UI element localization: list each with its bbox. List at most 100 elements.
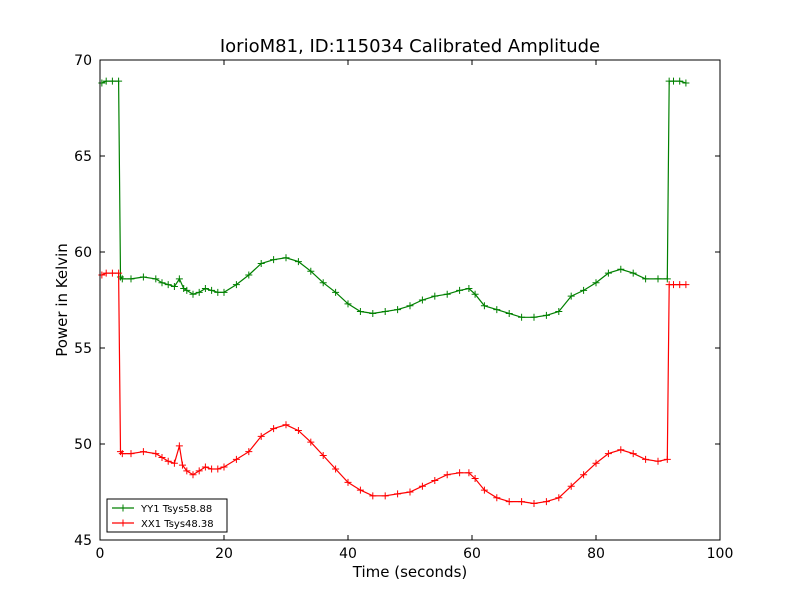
series-markers-xx1 bbox=[98, 269, 690, 508]
data-point bbox=[567, 292, 575, 300]
data-point bbox=[344, 478, 352, 486]
data-point bbox=[189, 290, 197, 298]
data-point bbox=[542, 311, 550, 319]
data-point bbox=[530, 313, 538, 321]
data-point bbox=[663, 275, 671, 283]
series-layer bbox=[98, 77, 690, 508]
legend-label-xx1: XX1 Tsys48.38 bbox=[141, 519, 214, 530]
data-point bbox=[270, 256, 278, 264]
data-point bbox=[443, 290, 451, 298]
data-point bbox=[443, 471, 451, 479]
data-point bbox=[158, 453, 166, 461]
data-point bbox=[471, 290, 479, 298]
legend-label-yy1: YY1 Tsys58.88 bbox=[140, 504, 212, 515]
data-point bbox=[307, 438, 315, 446]
data-point bbox=[465, 284, 473, 292]
legend: YY1 Tsys58.88 XX1 Tsys48.38 bbox=[106, 498, 228, 533]
data-point bbox=[418, 482, 426, 490]
y-tick-label: 55 bbox=[74, 341, 92, 357]
data-point bbox=[115, 269, 123, 277]
data-point bbox=[195, 288, 203, 296]
data-point bbox=[118, 275, 126, 283]
data-point bbox=[642, 455, 650, 463]
data-point bbox=[175, 442, 183, 450]
data-point bbox=[505, 498, 513, 506]
data-point bbox=[676, 281, 684, 289]
y-tick-label: 70 bbox=[74, 53, 92, 69]
data-point bbox=[307, 267, 315, 275]
y-tick-label: 45 bbox=[74, 533, 92, 549]
x-tick-label: 60 bbox=[463, 546, 481, 562]
data-point bbox=[682, 281, 690, 289]
x-tick-label: 80 bbox=[587, 546, 605, 562]
data-point bbox=[282, 254, 290, 262]
legend-box bbox=[106, 498, 228, 533]
data-point bbox=[201, 463, 209, 471]
x-tick-label: 20 bbox=[215, 546, 233, 562]
data-point bbox=[102, 269, 110, 277]
data-point bbox=[480, 486, 488, 494]
data-point bbox=[319, 279, 327, 287]
data-point bbox=[663, 455, 671, 463]
data-point bbox=[232, 281, 240, 289]
data-point bbox=[102, 77, 110, 85]
data-point bbox=[406, 488, 414, 496]
data-point bbox=[654, 457, 662, 465]
data-point bbox=[670, 77, 677, 85]
data-point bbox=[319, 452, 327, 460]
data-point bbox=[127, 275, 135, 283]
data-point bbox=[245, 271, 253, 279]
y-axis-ticks: 45 50 55 60 65 70 bbox=[74, 53, 720, 549]
legend-marker-xx1 bbox=[119, 519, 127, 527]
data-point bbox=[406, 302, 414, 310]
data-point bbox=[394, 490, 402, 498]
data-point bbox=[580, 471, 588, 479]
x-axis-label: Time (seconds) bbox=[352, 563, 468, 581]
data-point bbox=[152, 450, 160, 458]
data-point bbox=[369, 492, 377, 500]
data-point bbox=[332, 288, 340, 296]
data-point bbox=[580, 286, 588, 294]
data-point bbox=[115, 77, 123, 85]
plot-area bbox=[100, 60, 720, 540]
data-point bbox=[232, 455, 240, 463]
data-point bbox=[617, 265, 625, 273]
data-point bbox=[127, 450, 135, 458]
series-markers-yy1 bbox=[98, 77, 690, 321]
data-point bbox=[518, 498, 526, 506]
data-point bbox=[108, 77, 116, 85]
data-point bbox=[195, 467, 203, 475]
data-point bbox=[629, 450, 637, 458]
data-point bbox=[592, 279, 600, 287]
data-point bbox=[418, 296, 426, 304]
data-point bbox=[152, 275, 160, 283]
data-point bbox=[170, 283, 178, 291]
data-point bbox=[555, 308, 563, 316]
data-point bbox=[670, 281, 677, 289]
data-point bbox=[245, 448, 253, 456]
data-point bbox=[676, 77, 684, 85]
data-point bbox=[294, 427, 302, 435]
data-point bbox=[369, 309, 377, 317]
data-point bbox=[175, 275, 183, 283]
data-point bbox=[201, 284, 209, 292]
data-point bbox=[170, 459, 178, 467]
data-point bbox=[164, 281, 172, 289]
data-point bbox=[480, 302, 488, 310]
data-point bbox=[139, 273, 147, 281]
data-point bbox=[642, 275, 650, 283]
data-point bbox=[183, 286, 191, 294]
data-point bbox=[139, 448, 147, 456]
y-axis-label: Power in Kelvin bbox=[53, 243, 71, 357]
data-point bbox=[592, 459, 600, 467]
data-point bbox=[567, 482, 575, 490]
data-point bbox=[493, 306, 501, 314]
data-point bbox=[158, 279, 166, 287]
data-point bbox=[456, 469, 464, 477]
data-point bbox=[394, 306, 402, 314]
y-tick-label: 60 bbox=[74, 245, 92, 261]
data-point bbox=[654, 275, 662, 283]
data-point bbox=[189, 471, 197, 479]
data-point bbox=[208, 465, 216, 473]
